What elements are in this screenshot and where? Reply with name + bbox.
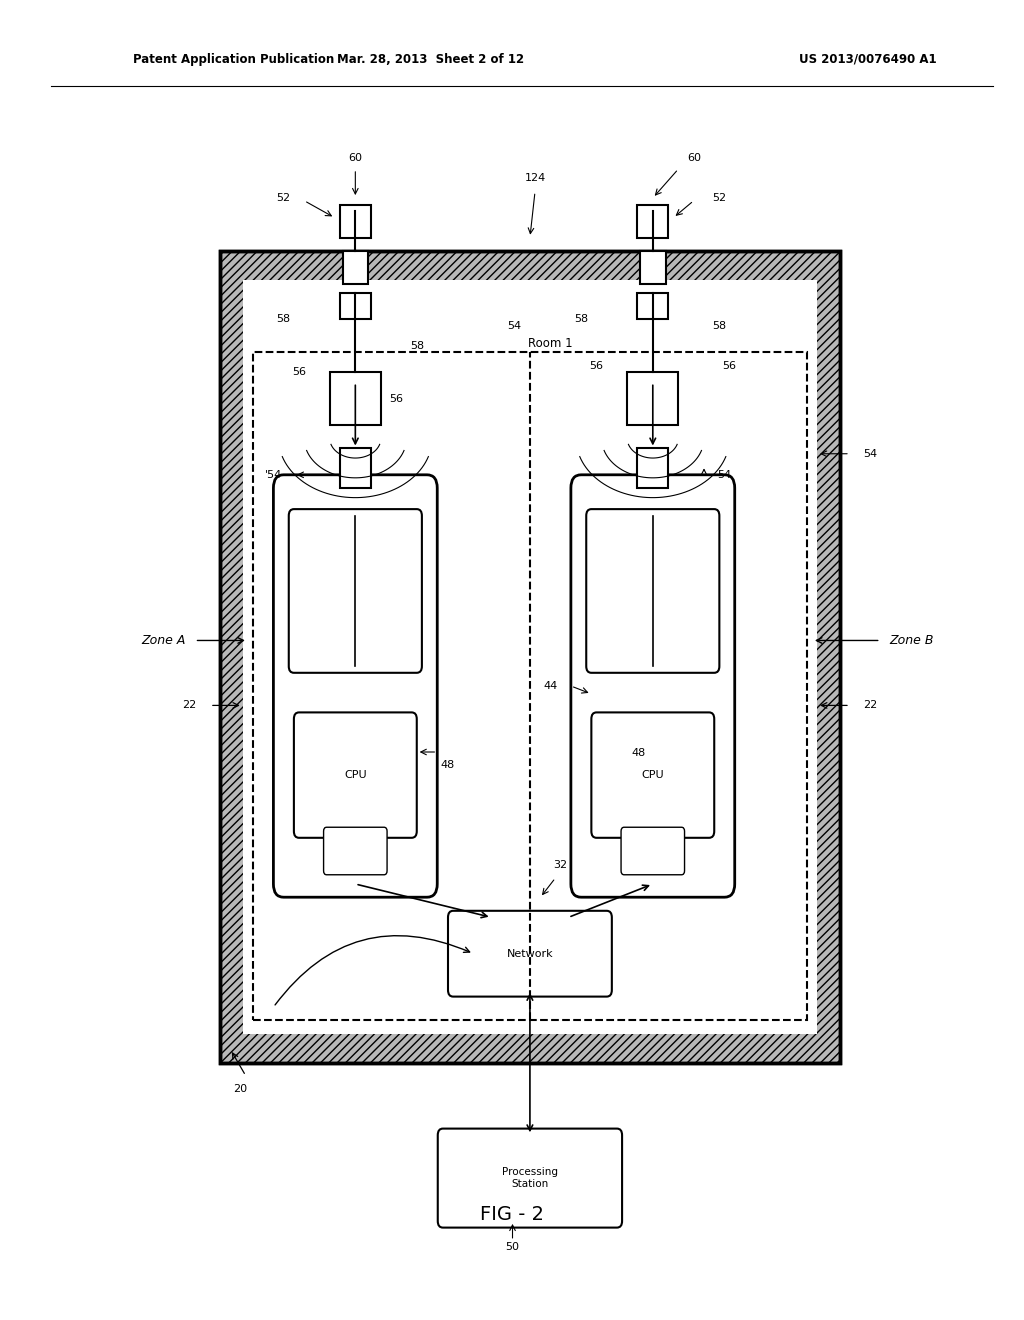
Bar	[220, 251, 840, 1063]
Text: 58: 58	[713, 321, 726, 331]
Bar	[340, 205, 371, 238]
Text: 50: 50	[506, 1242, 519, 1253]
Bar	[243, 280, 817, 1034]
FancyBboxPatch shape	[294, 713, 417, 838]
Bar	[220, 251, 840, 1063]
Text: Zone B: Zone B	[889, 634, 934, 647]
Bar	[340, 449, 371, 488]
Text: CPU: CPU	[344, 770, 367, 780]
Text: 48: 48	[632, 748, 645, 758]
Text: 48: 48	[440, 760, 455, 770]
Text: 54: 54	[718, 470, 731, 479]
Text: 60: 60	[348, 153, 362, 164]
Bar	[637, 449, 668, 488]
Text: 58: 58	[276, 314, 291, 325]
Text: Network: Network	[507, 949, 553, 958]
Text: 56: 56	[389, 393, 403, 404]
Text: 20: 20	[233, 1084, 248, 1094]
Bar	[340, 293, 371, 319]
Bar	[330, 372, 381, 425]
Bar	[342, 251, 369, 284]
Text: 56: 56	[723, 360, 736, 371]
FancyBboxPatch shape	[571, 475, 735, 898]
Bar	[637, 205, 668, 238]
Text: 44: 44	[544, 681, 557, 690]
Text: Patent Application Publication: Patent Application Publication	[133, 53, 335, 66]
Text: CPU: CPU	[641, 770, 665, 780]
Text: FIG - 2: FIG - 2	[480, 1205, 544, 1224]
Text: 124: 124	[524, 173, 546, 183]
Text: '54: '54	[265, 470, 282, 479]
Bar	[253, 352, 807, 1020]
Text: Room 1: Room 1	[528, 337, 572, 350]
FancyBboxPatch shape	[592, 713, 715, 838]
Bar	[627, 372, 678, 425]
Text: 22: 22	[863, 701, 878, 710]
Text: 32: 32	[554, 859, 567, 870]
Text: Processing
Station: Processing Station	[502, 1167, 558, 1189]
FancyBboxPatch shape	[437, 1129, 622, 1228]
Text: 56: 56	[590, 360, 603, 371]
Text: 52: 52	[276, 193, 291, 203]
Text: 56: 56	[292, 367, 306, 378]
Text: 54: 54	[863, 449, 878, 459]
FancyBboxPatch shape	[324, 828, 387, 875]
FancyBboxPatch shape	[273, 475, 437, 898]
Bar	[640, 251, 666, 284]
FancyBboxPatch shape	[447, 911, 611, 997]
FancyBboxPatch shape	[621, 828, 685, 875]
Text: 58: 58	[410, 341, 424, 351]
Bar	[637, 293, 668, 319]
Text: 60: 60	[687, 153, 700, 164]
Text: Zone A: Zone A	[141, 634, 186, 647]
Text: 52: 52	[713, 193, 726, 203]
FancyBboxPatch shape	[586, 510, 719, 673]
Text: 22: 22	[182, 701, 197, 710]
Text: 54: 54	[508, 321, 521, 331]
Text: Mar. 28, 2013  Sheet 2 of 12: Mar. 28, 2013 Sheet 2 of 12	[337, 53, 523, 66]
FancyBboxPatch shape	[289, 510, 422, 673]
Text: US 2013/0076490 A1: US 2013/0076490 A1	[799, 53, 936, 66]
Text: 58: 58	[574, 314, 588, 325]
